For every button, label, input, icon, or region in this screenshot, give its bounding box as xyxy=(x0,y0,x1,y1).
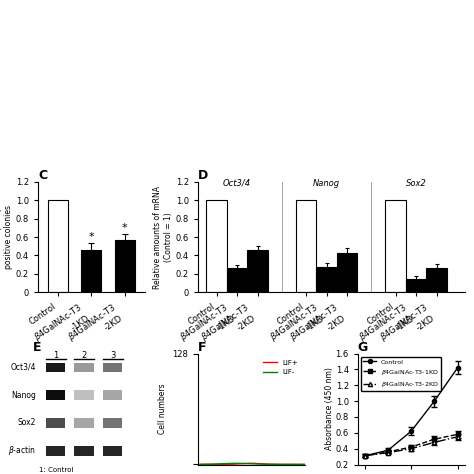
Bar xyxy=(46,390,65,400)
Bar xyxy=(74,418,94,428)
Bar xyxy=(227,267,247,292)
LIF- xyxy=(301,462,307,467)
Y-axis label: Ratio of alkaline phosphatase
positive colonies: Ratio of alkaline phosphatase positive c… xyxy=(0,180,13,294)
Bar xyxy=(81,250,101,292)
Bar xyxy=(46,446,65,456)
Text: $\beta$-actin: $\beta$-actin xyxy=(8,444,36,457)
LIF+ xyxy=(248,460,254,466)
LIF- xyxy=(259,461,264,467)
Y-axis label: Relative amounts of mRNA
(Control = 1): Relative amounts of mRNA (Control = 1) xyxy=(154,185,173,289)
LIF+ xyxy=(258,461,264,466)
LIF+ xyxy=(259,461,264,467)
LIF- xyxy=(195,462,201,467)
Legend: Control, $\beta$4GalNAc-T3-1KD, $\beta$4GalNAc-T3-2KD: Control, $\beta$4GalNAc-T3-1KD, $\beta$4… xyxy=(361,356,441,391)
Text: Sox2: Sox2 xyxy=(406,179,427,188)
Bar xyxy=(206,200,227,292)
Bar xyxy=(103,418,122,428)
Bar xyxy=(337,253,357,292)
Bar xyxy=(46,363,65,372)
Bar xyxy=(247,250,268,292)
Text: Nanog: Nanog xyxy=(11,391,36,400)
Text: Nanog: Nanog xyxy=(313,179,340,188)
LIF- xyxy=(285,462,291,467)
Text: *: * xyxy=(89,232,94,242)
LIF+ xyxy=(301,462,307,467)
Bar xyxy=(115,240,135,292)
Text: 3: 3 xyxy=(110,351,115,360)
Text: F: F xyxy=(198,340,206,354)
Bar xyxy=(296,200,316,292)
Line: LIF+: LIF+ xyxy=(198,463,304,465)
Bar xyxy=(74,390,94,400)
Bar xyxy=(316,266,337,292)
Y-axis label: Cell numbers: Cell numbers xyxy=(158,384,167,434)
LIF+ xyxy=(292,462,298,467)
LIF- xyxy=(195,462,201,467)
LIF- xyxy=(258,461,264,467)
Text: 1: Control: 1: Control xyxy=(38,467,73,474)
Legend: LIF+, LIF-: LIF+, LIF- xyxy=(260,357,301,378)
Text: *: * xyxy=(122,222,128,233)
Text: Oct3/4: Oct3/4 xyxy=(223,179,251,188)
LIF- xyxy=(261,461,266,467)
Bar xyxy=(48,200,68,292)
Text: Oct3/4: Oct3/4 xyxy=(10,363,36,372)
Line: LIF-: LIF- xyxy=(198,463,304,465)
Text: 2: 2 xyxy=(82,351,87,360)
Bar xyxy=(103,446,122,456)
Text: 1: 1 xyxy=(53,351,58,360)
LIF- xyxy=(292,462,298,467)
Bar xyxy=(385,200,406,292)
Y-axis label: Absorbance (450 nm): Absorbance (450 nm) xyxy=(325,368,334,450)
LIF+ xyxy=(285,462,291,467)
Bar xyxy=(406,279,426,292)
Bar xyxy=(103,390,122,400)
Bar xyxy=(74,363,94,372)
Text: D: D xyxy=(198,169,208,182)
Text: E: E xyxy=(33,340,41,354)
Bar xyxy=(46,418,65,428)
Text: Sox2: Sox2 xyxy=(18,419,36,428)
Bar xyxy=(74,446,94,456)
LIF+ xyxy=(195,462,201,467)
Text: C: C xyxy=(38,169,47,182)
LIF+ xyxy=(261,461,266,467)
LIF+ xyxy=(195,462,201,467)
Bar xyxy=(426,267,447,292)
Text: G: G xyxy=(358,340,368,354)
Bar xyxy=(103,363,122,372)
LIF- xyxy=(234,460,239,466)
